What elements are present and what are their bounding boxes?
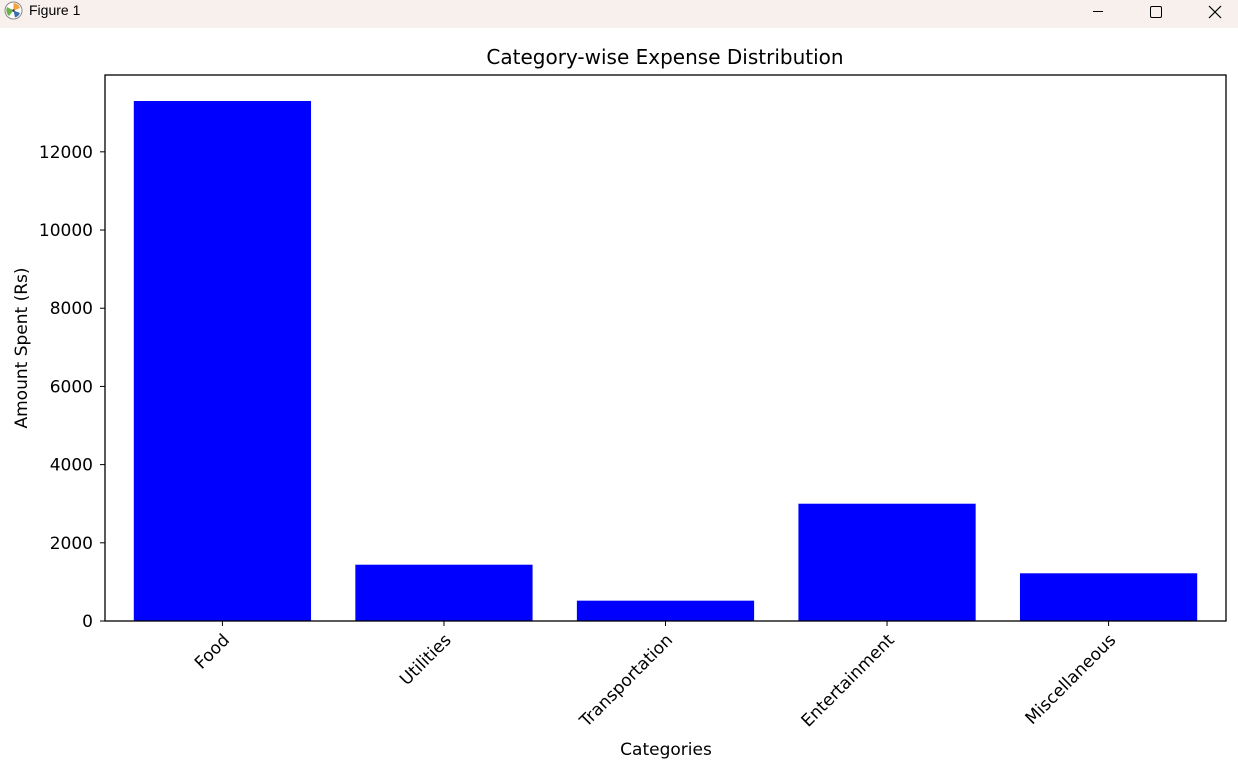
y-axis-label: Amount Spent (Rs) [12,267,32,428]
y-tick-label: 6000 [50,377,93,397]
y-tick-label: 0 [82,612,93,632]
y-tick-label: 10000 [39,221,93,241]
close-button[interactable] [1192,0,1238,24]
x-tick-label: Entertainment [798,630,899,731]
bar-food [133,101,312,621]
maximize-button[interactable] [1133,0,1179,24]
x-axis-label: Categories [620,740,712,760]
y-axis: 0 2000 4000 6000 8000 10000 12000 [39,143,105,632]
plot-frame [104,74,1227,622]
y-tick-label: 8000 [50,299,93,319]
close-icon [1208,5,1222,19]
x-tick-label: Transportation [575,630,677,732]
matplotlib-app-icon [4,1,23,20]
x-tick-label: Food [191,630,234,673]
y-tick-label: 4000 [50,456,93,476]
x-tick-label: Miscellaneous [1022,630,1121,729]
bar-miscellaneous [1019,573,1198,621]
minimize-button[interactable] [1075,0,1121,24]
window-title: Figure 1 [29,2,81,18]
y-tick-label: 12000 [39,143,93,163]
bar-chart: Category-wise Expense Distribution 0 2000… [12,45,1227,760]
bar-utilities [355,564,533,621]
bar-entertainment [798,503,976,621]
bar-transportation [576,600,755,621]
y-tick-label: 2000 [50,534,93,554]
x-tick-label: Utilities [396,630,455,689]
maximize-icon [1150,6,1162,18]
minimize-icon [1093,11,1103,12]
x-axis: Food Utilities Transportation Entertainment… [191,621,1120,732]
window-titlebar: Figure 1 [0,0,1238,28]
bars-group [133,101,1198,621]
chart-title: Category-wise Expense Distribution [486,45,843,69]
figure-canvas: Category-wise Expense Distribution 0 2000… [0,28,1238,769]
